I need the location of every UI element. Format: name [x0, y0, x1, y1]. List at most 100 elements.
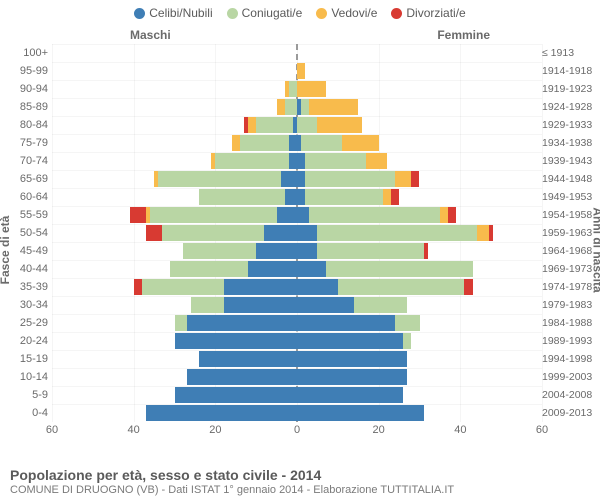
male-bar [232, 135, 297, 151]
male-bar [244, 117, 297, 133]
segment-c [285, 189, 297, 205]
chart-source: COMUNE DI DRUOGNO (VB) - Dati ISTAT 1° g… [10, 484, 454, 496]
age-label: 25-29 [8, 314, 48, 332]
segment-c [297, 351, 407, 367]
birth-label: 2004-2008 [542, 386, 594, 404]
segment-v [440, 207, 448, 223]
segment-co [354, 297, 407, 313]
age-label: 90-94 [8, 80, 48, 98]
birth-label: 1974-1978 [542, 278, 594, 296]
x-tick: 60 [536, 424, 548, 436]
segment-d [391, 189, 399, 205]
birth-label: 2009-2013 [542, 404, 594, 422]
male-bar [187, 369, 297, 385]
segment-co [289, 81, 297, 97]
segment-c [297, 261, 326, 277]
segment-co [158, 171, 281, 187]
pyramid-row [52, 404, 542, 422]
x-tick: 20 [209, 424, 221, 436]
pyramid-row [52, 98, 542, 116]
segment-co [301, 99, 309, 115]
segment-c [248, 261, 297, 277]
segment-co [309, 207, 440, 223]
segment-d [134, 279, 142, 295]
segment-co [285, 99, 297, 115]
segment-c [187, 369, 297, 385]
segment-d [448, 207, 456, 223]
age-label: 10-14 [8, 368, 48, 386]
male-bar [146, 405, 297, 421]
segment-c [224, 279, 298, 295]
segment-c [281, 171, 297, 187]
segment-v [395, 171, 411, 187]
age-label: 15-19 [8, 350, 48, 368]
birth-label: 1954-1958 [542, 206, 594, 224]
segment-v [309, 99, 358, 115]
age-label: 55-59 [8, 206, 48, 224]
segment-d [424, 243, 428, 259]
pyramid-row [52, 170, 542, 188]
segment-c [297, 387, 403, 403]
female-bar [297, 351, 407, 367]
segment-co [326, 261, 473, 277]
segment-co [305, 153, 366, 169]
segment-co [191, 297, 224, 313]
birth-label: 1989-1993 [542, 332, 594, 350]
male-bar [199, 189, 297, 205]
segment-co [170, 261, 248, 277]
pyramid-row [52, 296, 542, 314]
legend-swatch [227, 8, 238, 19]
male-bar [199, 351, 297, 367]
female-bar [297, 369, 407, 385]
segment-co [256, 117, 293, 133]
pyramid-row [52, 206, 542, 224]
female-bar [297, 99, 358, 115]
birth-label: 1964-1968 [542, 242, 594, 260]
birth-label: 1979-1983 [542, 296, 594, 314]
x-tick: 0 [294, 424, 300, 436]
birth-label: 1949-1953 [542, 188, 594, 206]
segment-v [297, 63, 305, 79]
segment-co [317, 243, 423, 259]
segment-d [146, 225, 162, 241]
female-bar [297, 63, 305, 79]
age-label: 30-34 [8, 296, 48, 314]
x-tick: 40 [128, 424, 140, 436]
legend-label: Divorziati/e [406, 6, 465, 20]
segment-c [297, 369, 407, 385]
segment-c [264, 225, 297, 241]
segment-v [342, 135, 379, 151]
female-bar [297, 117, 362, 133]
segment-v [248, 117, 256, 133]
age-label: 65-69 [8, 170, 48, 188]
male-bar [191, 297, 297, 313]
female-label: Femmine [437, 28, 490, 42]
age-label: 50-54 [8, 224, 48, 242]
segment-c [277, 207, 297, 223]
segment-co [150, 207, 277, 223]
chart-title: Popolazione per età, sesso e stato civil… [10, 467, 454, 483]
male-label: Maschi [130, 28, 171, 42]
pyramid-row [52, 62, 542, 80]
female-bar [297, 135, 379, 151]
segment-co [297, 117, 317, 133]
segment-co [338, 279, 465, 295]
pyramid-row [52, 224, 542, 242]
segment-co [215, 153, 289, 169]
legend-label: Celibi/Nubili [149, 6, 212, 20]
female-bar [297, 189, 399, 205]
female-bar [297, 243, 428, 259]
female-bar [297, 297, 407, 313]
segment-c [297, 297, 354, 313]
x-tick: 40 [454, 424, 466, 436]
x-tick: 60 [46, 424, 58, 436]
segment-v [366, 153, 386, 169]
female-bar [297, 333, 411, 349]
segment-co [183, 243, 257, 259]
segment-co [305, 171, 395, 187]
female-bar [297, 81, 326, 97]
legend: Celibi/NubiliConiugati/eVedovi/eDivorzia… [0, 0, 600, 20]
birth-label: 1994-1998 [542, 350, 594, 368]
pyramid-row [52, 278, 542, 296]
pyramid-row [52, 368, 542, 386]
